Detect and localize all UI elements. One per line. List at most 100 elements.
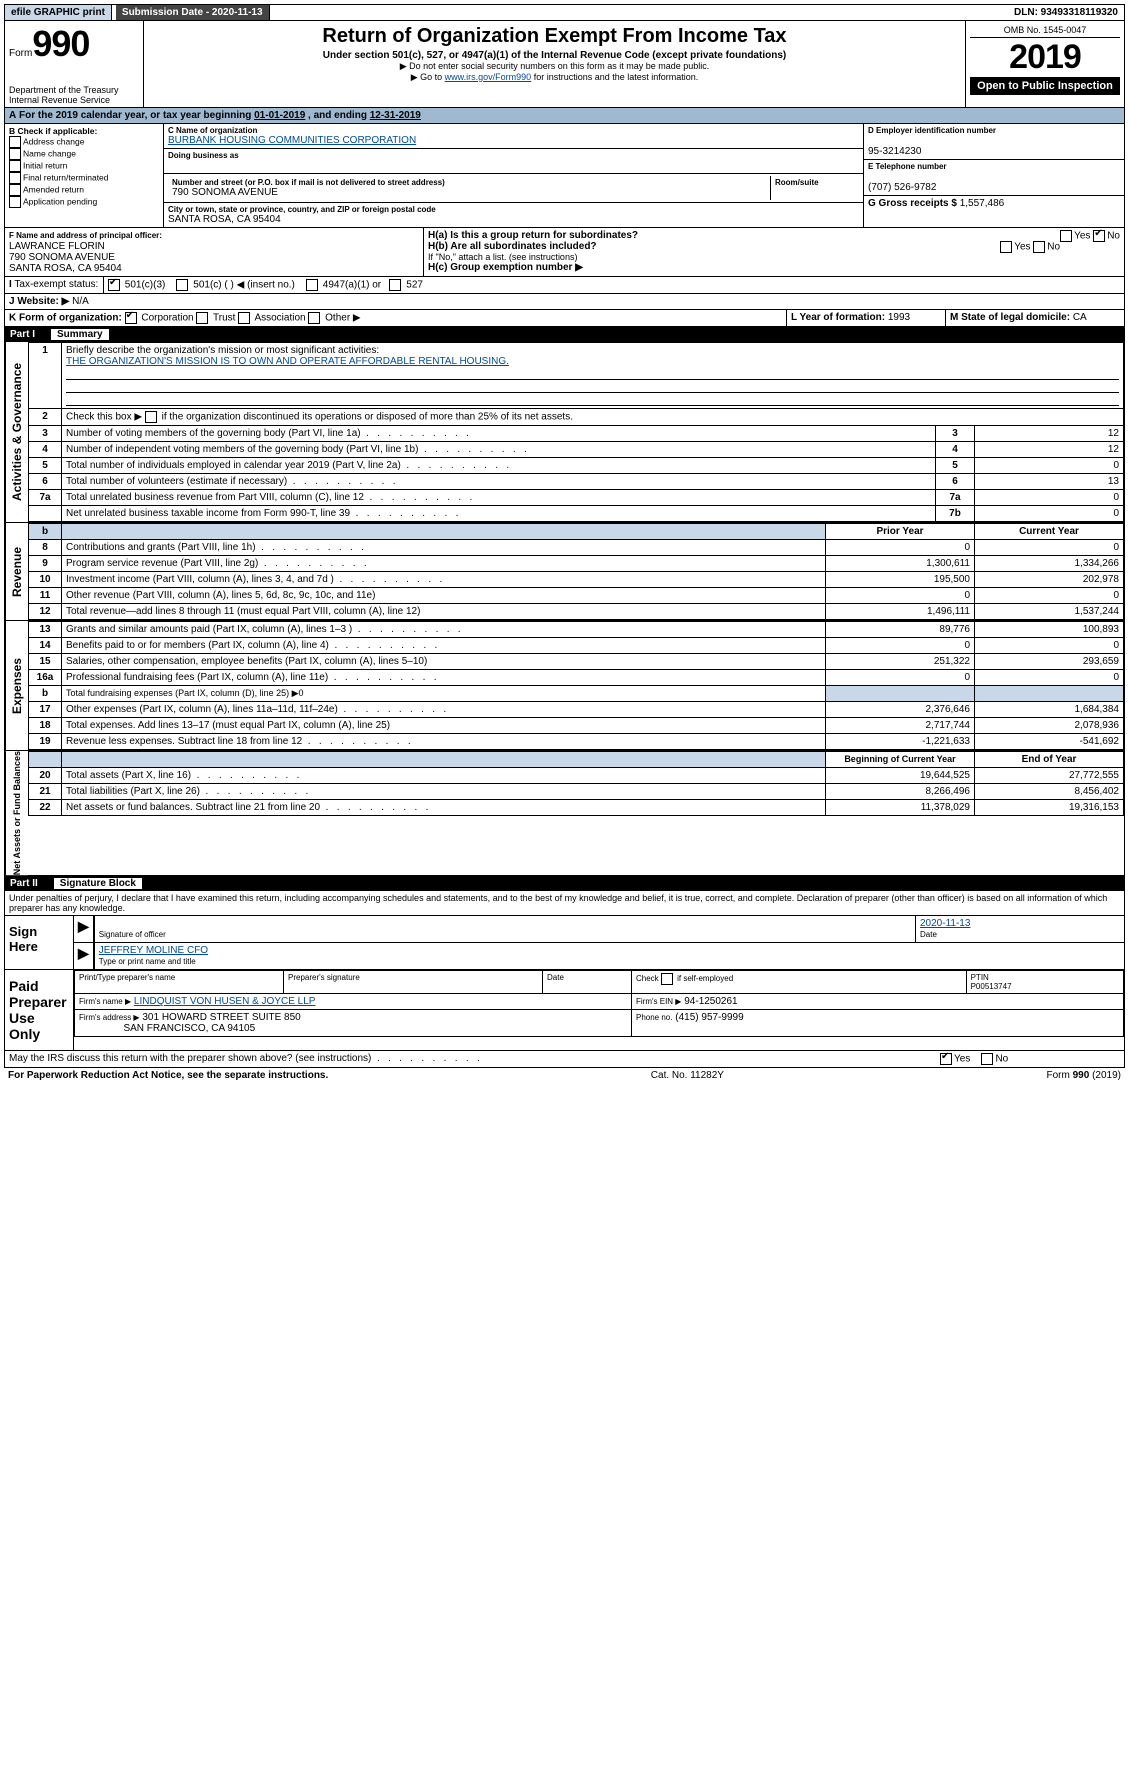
r11c: 0: [975, 588, 1124, 604]
sig-date-lbl: Date: [920, 930, 937, 939]
check-4947[interactable]: [306, 279, 318, 291]
check-self-employed[interactable]: [661, 973, 673, 985]
sign-here-section: Sign Here ▶ Signature of officer 2020-11…: [4, 916, 1125, 970]
discuss-no-check[interactable]: [981, 1053, 993, 1065]
check-corp[interactable]: [125, 312, 137, 324]
ln7b-v: 0: [975, 506, 1124, 522]
opt-corp: Corporation: [141, 313, 193, 324]
line-6: 6Total number of volunteers (estimate if…: [29, 474, 1124, 490]
ln4-v: 12: [975, 442, 1124, 458]
part2-header: Part II Signature Block: [4, 876, 1125, 891]
firm-phone-val: (415) 957-9999: [675, 1012, 743, 1023]
firm-addr1: 301 HOWARD STREET SUITE 850: [142, 1012, 300, 1023]
firm-name-val[interactable]: LINDQUIST VON HUSEN & JOYCE LLP: [134, 996, 316, 1007]
check-other[interactable]: [308, 312, 320, 324]
e17p: 2,376,646: [826, 702, 975, 718]
ln7a-t: Total unrelated business revenue from Pa…: [66, 492, 472, 503]
sig-officer-line: Signature of officer: [93, 916, 915, 942]
check-501c3[interactable]: [108, 279, 120, 291]
efile-graphic[interactable]: efile GRAPHIC print: [5, 5, 112, 20]
line-21: 21Total liabilities (Part X, line 26)8,2…: [29, 784, 1124, 800]
check-name-change[interactable]: [9, 148, 21, 160]
hb-no-check[interactable]: [1033, 241, 1045, 253]
ha-text: H(a) Is this a group return for subordin…: [428, 230, 638, 241]
line-5: 5Total number of individuals employed in…: [29, 458, 1124, 474]
officer-addr1: 790 SONOMA AVENUE: [9, 252, 115, 263]
part1-header: Part I Summary: [4, 327, 1125, 342]
r10t: Investment income (Part VIII, column (A)…: [66, 574, 442, 585]
self-emp-text: Check: [636, 974, 661, 983]
r10c: 202,978: [975, 572, 1124, 588]
gross-val: 1,557,486: [960, 198, 1005, 209]
e19n: 19: [29, 734, 62, 750]
check-initial-return[interactable]: [9, 160, 21, 172]
vlabel-expenses: Expenses: [5, 621, 28, 750]
period-end: 12-31-2019: [370, 110, 421, 121]
hdr-b: b: [29, 524, 62, 540]
e16ap: 0: [826, 670, 975, 686]
firm-addr2: SAN FRANCISCO, CA 94105: [123, 1023, 255, 1034]
org-address: 790 SONOMA AVENUE: [172, 187, 278, 198]
open-public: Open to Public Inspection: [970, 77, 1120, 95]
q2-text: Check this box ▶: [66, 412, 145, 423]
line-4: 4Number of independent voting members of…: [29, 442, 1124, 458]
check-final-return[interactable]: [9, 172, 21, 184]
sig-date-val[interactable]: 2020-11-13: [920, 918, 970, 929]
sig-date-cell: 2020-11-13 Date: [915, 916, 1124, 942]
box-c: C Name of organization BURBANK HOUSING C…: [164, 124, 864, 227]
box-d-e-g: D Employer identification number 95-3214…: [864, 124, 1124, 227]
line-3: 3Number of voting members of the governi…: [29, 426, 1124, 442]
line-18: 18Total expenses. Add lines 13–17 (must …: [29, 718, 1124, 734]
dept1: Department of the Treasury: [9, 85, 119, 95]
check-amended-return[interactable]: [9, 184, 21, 196]
part2-title: Signature Block: [54, 878, 142, 889]
ln3-v: 12: [975, 426, 1124, 442]
check-address-change[interactable]: [9, 136, 21, 148]
form990-link[interactable]: www.irs.gov/Form990: [445, 72, 532, 82]
check-application-pending[interactable]: [9, 196, 21, 208]
r8c: 0: [975, 540, 1124, 556]
n22t: Net assets or fund balances. Subtract li…: [66, 802, 428, 813]
check-discontinued[interactable]: [145, 411, 157, 423]
check-trust[interactable]: [196, 312, 208, 324]
org-name[interactable]: BURBANK HOUSING COMMUNITIES CORPORATION: [168, 135, 416, 146]
form-word: Form: [9, 48, 32, 59]
box-f: F Name and address of principal officer:…: [5, 228, 424, 276]
e14t: Benefits paid to or for members (Part IX…: [66, 640, 437, 651]
e16bt: Total fundraising expenses (Part IX, col…: [66, 688, 304, 698]
revenue-section: Revenue bPrior YearCurrent Year 8Contrib…: [4, 523, 1125, 621]
r10p: 195,500: [826, 572, 975, 588]
e19c: -541,692: [975, 734, 1124, 750]
e13t: Grants and similar amounts paid (Part IX…: [66, 624, 461, 635]
line-20: 20Total assets (Part X, line 16)19,644,5…: [29, 768, 1124, 784]
expenses-section: Expenses 13Grants and similar amounts pa…: [4, 621, 1125, 751]
year-form-lbl: L Year of formation:: [791, 312, 885, 323]
sig-officer-lbl: Signature of officer: [99, 930, 166, 939]
ln5-v: 0: [975, 458, 1124, 474]
line-15: 15Salaries, other compensation, employee…: [29, 654, 1124, 670]
line-17: 17Other expenses (Part IX, column (A), l…: [29, 702, 1124, 718]
footer-pra: For Paperwork Reduction Act Notice, see …: [8, 1070, 328, 1081]
goto-post: for instructions and the latest informat…: [531, 72, 698, 82]
e16an: 16a: [29, 670, 62, 686]
addr-lbl: Number and street (or P.O. box if mail i…: [172, 178, 766, 187]
discuss-yes: Yes: [954, 1054, 970, 1065]
opt-trust: Trust: [213, 313, 235, 324]
officer-lbl: F Name and address of principal officer:: [9, 231, 162, 240]
ha-no-check[interactable]: [1093, 230, 1105, 242]
netassets-section: Net Assets or Fund Balances Beginning of…: [4, 751, 1125, 876]
hdr-current: Current Year: [975, 524, 1124, 540]
check-assoc[interactable]: [238, 312, 250, 324]
ha-yes-check[interactable]: [1060, 230, 1072, 242]
ha-yes: Yes: [1074, 231, 1090, 242]
n21t: Total liabilities (Part X, line 26): [66, 786, 308, 797]
check-527[interactable]: [389, 279, 401, 291]
submission-date: Submission Date - 2020-11-13: [116, 5, 270, 20]
officer-name-val[interactable]: JEFFREY MOLINE CFO: [99, 945, 208, 956]
discuss-yes-check[interactable]: [940, 1053, 952, 1065]
ptin-lbl: PTIN: [971, 973, 989, 982]
hb-yes-check[interactable]: [1000, 241, 1012, 253]
check-501c[interactable]: [176, 279, 188, 291]
e16bp: [826, 686, 975, 702]
mission-text[interactable]: THE ORGANIZATION'S MISSION IS TO OWN AND…: [66, 356, 509, 367]
